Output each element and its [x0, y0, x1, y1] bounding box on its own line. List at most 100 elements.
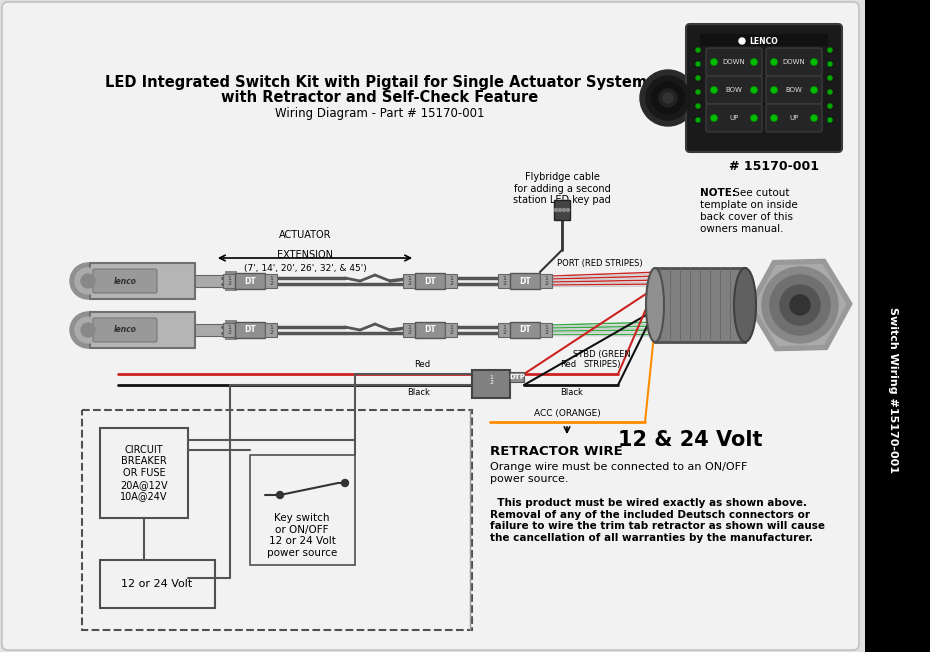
Circle shape: [566, 209, 569, 211]
Text: 1
2: 1 2: [544, 325, 548, 335]
FancyBboxPatch shape: [766, 48, 822, 76]
Bar: [510, 372, 524, 382]
Text: PORT (RED STRIPES): PORT (RED STRIPES): [557, 259, 643, 268]
Circle shape: [696, 104, 700, 108]
Circle shape: [696, 76, 700, 80]
Circle shape: [711, 115, 717, 121]
Text: 1
2: 1 2: [449, 325, 453, 335]
Ellipse shape: [734, 268, 756, 342]
Text: DT: DT: [424, 276, 436, 286]
Circle shape: [811, 115, 817, 121]
Text: RETRACTOR WIRE: RETRACTOR WIRE: [490, 445, 623, 458]
Text: BOW: BOW: [725, 87, 742, 93]
Circle shape: [751, 87, 757, 93]
Text: STBD (GREEN
STRIPES): STBD (GREEN STRIPES): [573, 350, 631, 370]
Text: DOWN: DOWN: [783, 59, 805, 65]
Circle shape: [696, 48, 700, 52]
Bar: [865, 0, 930, 652]
Bar: [415, 273, 445, 289]
Bar: [655, 268, 745, 342]
Circle shape: [762, 267, 838, 343]
Circle shape: [771, 87, 777, 93]
Bar: [403, 274, 415, 288]
Text: owners manual.: owners manual.: [700, 224, 783, 234]
Text: 1
2: 1 2: [449, 276, 453, 286]
Text: 1
2: 1 2: [544, 276, 548, 286]
Text: Wiring Diagram - Part # 15170-001: Wiring Diagram - Part # 15170-001: [275, 106, 485, 119]
Bar: [554, 200, 570, 220]
Text: LENCO: LENCO: [750, 37, 778, 46]
Text: 1
2: 1 2: [407, 276, 411, 286]
Ellipse shape: [646, 268, 664, 342]
Text: This product must be wired exactly as shown above.
Removal of any of the include: This product must be wired exactly as sh…: [490, 498, 825, 543]
Text: CIRCUIT
BREAKER
OR FUSE
20A@12V
10A@24V: CIRCUIT BREAKER OR FUSE 20A@12V 10A@24V: [120, 445, 167, 501]
Text: Black: Black: [560, 388, 583, 397]
Text: back cover of this: back cover of this: [700, 212, 793, 222]
Text: DT: DT: [244, 276, 256, 286]
Circle shape: [559, 209, 562, 211]
Text: lenco: lenco: [113, 276, 137, 286]
Bar: [225, 333, 237, 340]
Circle shape: [652, 82, 684, 114]
FancyBboxPatch shape: [706, 48, 762, 76]
Circle shape: [663, 93, 673, 103]
Bar: [540, 323, 552, 337]
Text: Key switch
or ON/OFF
12 or 24 Volt
power source: Key switch or ON/OFF 12 or 24 Volt power…: [267, 513, 337, 558]
Circle shape: [563, 209, 565, 211]
Circle shape: [828, 62, 832, 66]
Circle shape: [751, 115, 757, 121]
Circle shape: [696, 90, 700, 94]
Text: lenco: lenco: [113, 325, 137, 334]
Bar: [225, 284, 237, 291]
Text: Flybridge cable
for adding a second
station LED key pad: Flybridge cable for adding a second stat…: [513, 172, 611, 205]
Bar: [415, 322, 445, 338]
Text: with Retractor and Self-Check Feature: with Retractor and Self-Check Feature: [221, 91, 538, 106]
Text: See cutout: See cutout: [730, 188, 790, 198]
Circle shape: [646, 76, 690, 120]
Bar: [195, 275, 225, 287]
Circle shape: [70, 263, 106, 299]
FancyBboxPatch shape: [686, 24, 842, 152]
FancyBboxPatch shape: [766, 104, 822, 132]
Circle shape: [828, 104, 832, 108]
Circle shape: [828, 48, 832, 52]
Circle shape: [70, 312, 106, 348]
FancyBboxPatch shape: [706, 104, 762, 132]
Circle shape: [75, 317, 101, 343]
Bar: [82, 410, 472, 630]
Bar: [235, 273, 265, 289]
Text: Red: Red: [414, 360, 430, 369]
Bar: [250, 455, 355, 565]
Text: 1
2: 1 2: [489, 375, 493, 385]
Bar: [225, 271, 237, 278]
Circle shape: [711, 59, 717, 65]
Text: DT: DT: [424, 325, 436, 334]
FancyBboxPatch shape: [706, 76, 762, 104]
Text: 12 or 24 Volt: 12 or 24 Volt: [122, 579, 193, 589]
Text: 1
2: 1 2: [502, 276, 506, 286]
Circle shape: [751, 59, 757, 65]
Text: DT: DT: [519, 325, 531, 334]
Circle shape: [780, 285, 820, 325]
Circle shape: [81, 323, 95, 337]
Bar: [195, 324, 225, 336]
Bar: [223, 323, 235, 337]
Bar: [90, 263, 195, 299]
Circle shape: [739, 38, 745, 44]
Text: UP: UP: [790, 115, 799, 121]
Bar: [265, 274, 277, 288]
Text: 1
2: 1 2: [227, 325, 231, 335]
Text: DT: DT: [244, 325, 256, 334]
FancyBboxPatch shape: [93, 318, 157, 342]
Circle shape: [828, 118, 832, 122]
Circle shape: [276, 492, 284, 499]
Text: 12 & 24 Volt: 12 & 24 Volt: [618, 430, 763, 450]
Circle shape: [696, 118, 700, 122]
Text: DTP: DTP: [509, 374, 525, 380]
Text: NOTE:: NOTE:: [700, 188, 736, 198]
Bar: [100, 428, 188, 518]
Bar: [403, 323, 415, 337]
Circle shape: [696, 62, 700, 66]
Text: 1
2: 1 2: [269, 276, 273, 286]
Bar: [100, 560, 215, 608]
